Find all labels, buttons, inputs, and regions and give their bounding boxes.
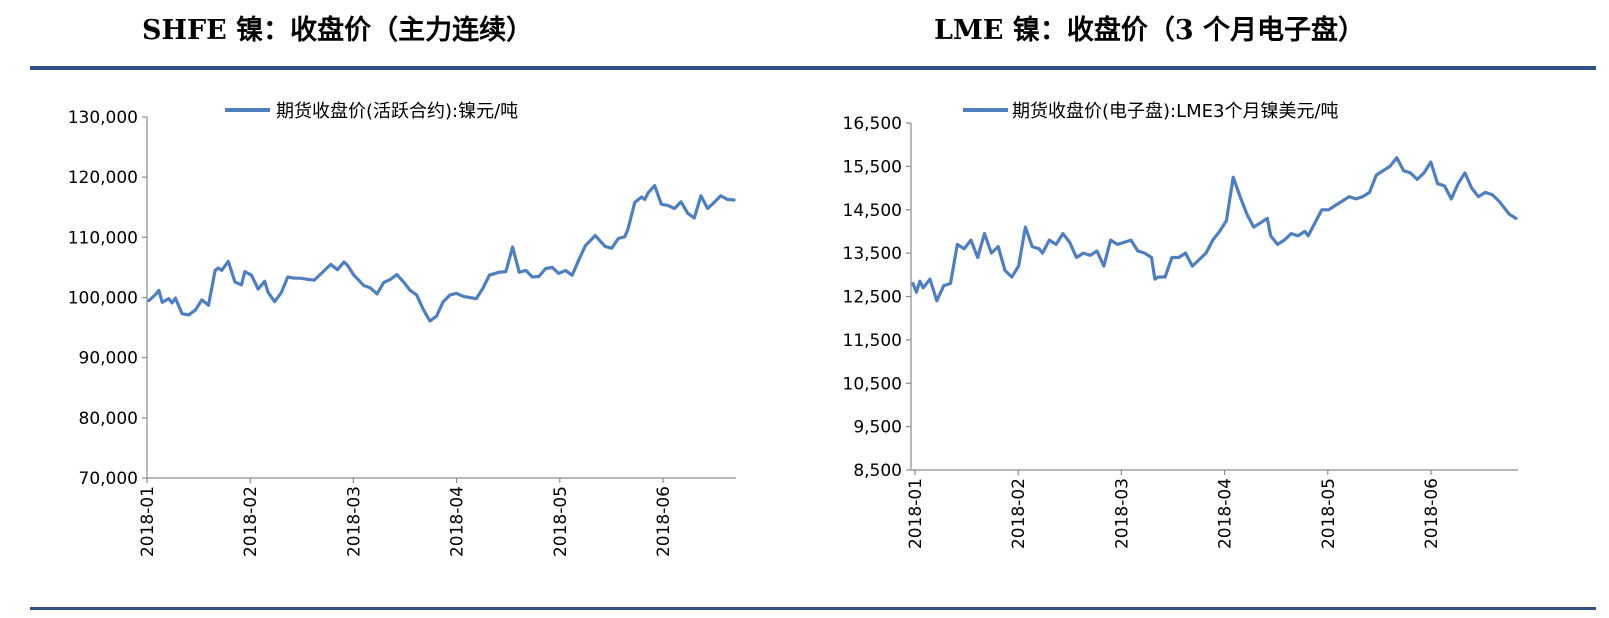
shfe-x-tick-label: 2018-05 [551,486,571,557]
chart-title-shfe: SHFE 镍：收盘价（主力连续） [142,15,534,46]
lme-y-tick-label: 10,500 [843,374,902,394]
bottom-divider [30,607,1596,610]
lme-y-tick-label: 15,500 [843,157,902,177]
lme-legend-label: 期货收盘价(电子盘):LME3个月镍美元/吨 [1012,101,1339,122]
lme-x-tick-label: 2018-01 [906,478,926,549]
lme-x-tick-label: 2018-06 [1422,478,1442,549]
lme-x-tick-label: 2018-02 [1009,478,1029,549]
shfe-y-tick-label: 80,000 [79,409,138,429]
chart-title-lme: LME 镍：收盘价（3 个月电子盘） [934,15,1366,46]
shfe-y-tick-label: 70,000 [79,469,138,489]
shfe-y-tick-label: 110,000 [68,228,138,248]
lme-series-line [911,156,1518,303]
shfe-legend-label: 期货收盘价(活跃合约):镍元/吨 [276,101,518,122]
lme-y-tick-label: 13,500 [843,244,902,264]
lme-y-tick-label: 8,500 [853,461,902,481]
shfe-x-tick-label: 2018-02 [241,486,261,557]
lme-y-tick-label: 14,500 [843,201,902,221]
top-divider [30,66,1596,70]
lme-y-tick-label: 16,500 [843,114,902,134]
lme-x-tick-label: 2018-03 [1112,478,1132,549]
shfe-x-tick-label: 2018-06 [654,486,674,557]
shfe-x-tick-label: 2018-03 [344,486,364,557]
lme-x-tick-label: 2018-05 [1319,478,1339,549]
shfe-y-tick-label: 120,000 [68,168,138,188]
shfe-y-tick-label: 90,000 [79,349,138,369]
lme-y-tick-label: 9,500 [853,418,902,438]
lme-x-tick-label: 2018-04 [1216,478,1236,549]
shfe-series-line [147,184,736,323]
shfe-y-tick-label: 100,000 [68,289,138,309]
lme-y-tick-label: 12,500 [843,288,902,308]
shfe-x-tick-label: 2018-01 [138,486,158,557]
shfe-y-tick-label: 130,000 [68,108,138,128]
shfe-x-tick-label: 2018-04 [448,486,468,557]
lme-y-tick-label: 11,500 [843,331,902,351]
